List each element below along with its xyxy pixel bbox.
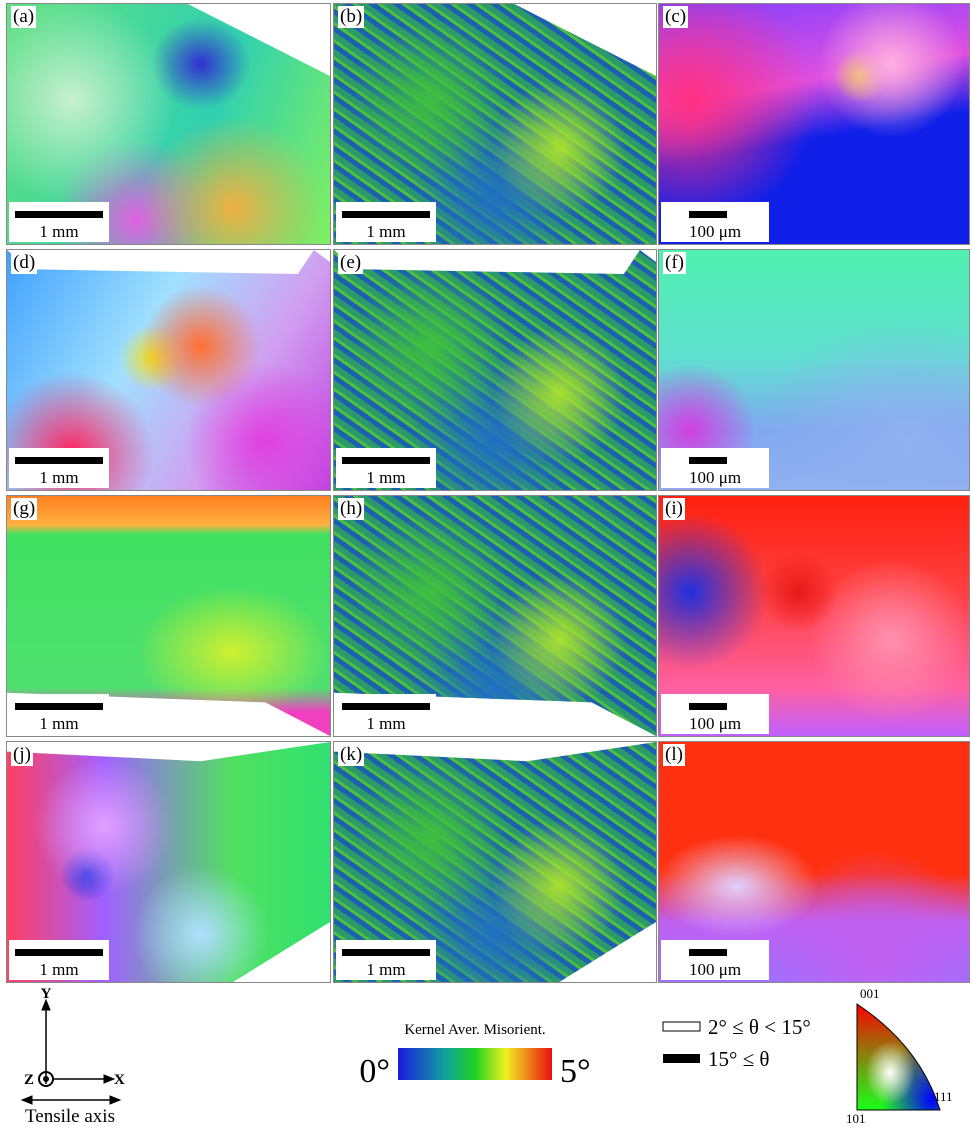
kam-min: 0°	[359, 1053, 390, 1090]
map-panel: (a) 1 mm	[6, 3, 331, 245]
kam-title: Kernel Aver. Misorient.	[404, 1022, 545, 1038]
scale-bar: 1 mm	[9, 448, 109, 488]
map-panel: (j) 1 mm	[6, 741, 331, 983]
axes-diagram	[20, 998, 122, 1105]
axes-caption: Tensile axis	[25, 1106, 115, 1126]
panel-label: (e)	[338, 252, 364, 274]
map-panel: (l) 100 μm	[658, 741, 970, 983]
scale-bar-line	[15, 703, 103, 710]
axis-x-label: X	[114, 1072, 125, 1088]
scale-bar-label: 1 mm	[366, 468, 406, 487]
map-panel: (d) 1 mm	[6, 249, 331, 491]
map-panel: (b) 1 mm	[333, 3, 657, 245]
map-panel: (k) 1 mm	[333, 741, 657, 983]
scale-bar: 1 mm	[336, 694, 436, 734]
scale-bar-line	[15, 457, 103, 464]
kam-colorbar	[398, 1048, 552, 1080]
panel-label: (c)	[663, 6, 689, 28]
scale-bar-line	[342, 457, 430, 464]
scale-bar-label: 1 mm	[39, 222, 79, 241]
scale-bar: 100 μm	[661, 202, 769, 242]
map-panel: (c) 100 μm	[658, 3, 970, 245]
panel-label: (g)	[11, 498, 38, 520]
kam-max: 5°	[560, 1053, 591, 1090]
scale-bar-label: 100 μm	[688, 468, 742, 487]
panel-label: (i)	[663, 498, 685, 520]
panel-label: (j)	[11, 744, 33, 766]
panel-label: (l)	[663, 744, 685, 766]
scale-bar: 100 μm	[661, 940, 769, 980]
scale-bar-line	[342, 211, 430, 218]
scale-bar-label: 1 mm	[39, 468, 79, 487]
scale-bar-label: 100 μm	[688, 714, 742, 733]
panel-label: (b)	[338, 6, 365, 28]
scale-bar: 1 mm	[336, 940, 436, 980]
boundary-label: 15° ≤ θ	[708, 1047, 769, 1071]
scale-bar-label: 1 mm	[366, 222, 406, 241]
scale-bar-line	[689, 457, 727, 464]
scale-bar: 100 μm	[661, 448, 769, 488]
scale-bar-line	[15, 211, 103, 218]
scale-bar-line	[689, 211, 727, 218]
map-panel: (e) 1 mm	[333, 249, 657, 491]
map-panel: (g) 1 mm	[6, 495, 331, 737]
scale-bar-line	[342, 949, 430, 956]
scale-bar-label: 100 μm	[688, 960, 742, 979]
scale-bar: 1 mm	[336, 448, 436, 488]
boundary-label: 2° ≤ θ < 15°	[708, 1015, 811, 1039]
scale-bar-line	[689, 703, 727, 710]
legend: Y Z X Tensile axis Kernel Aver. Misorien…	[20, 986, 953, 1126]
low-angle-swatch	[662, 1021, 701, 1032]
scale-bar-line	[342, 703, 430, 710]
panel-label: (d)	[11, 252, 38, 274]
scale-bar: 1 mm	[9, 940, 109, 980]
panel-label: (a)	[11, 6, 37, 28]
scale-bar: 1 mm	[9, 202, 109, 242]
high-angle-swatch	[663, 1054, 700, 1063]
scale-bar-label: 1 mm	[39, 714, 79, 733]
scale-bar-label: 100 μm	[688, 222, 742, 241]
ipf-label: 101	[846, 1111, 866, 1126]
ipf-label: 001	[860, 986, 880, 1001]
scale-bar-label: 1 mm	[366, 714, 406, 733]
panel-label: (k)	[338, 744, 365, 766]
scale-bar: 1 mm	[336, 202, 436, 242]
ipf-triangle	[856, 1003, 941, 1111]
scale-bar-label: 1 mm	[39, 960, 79, 979]
map-panel: (h) 1 mm	[333, 495, 657, 737]
scale-bar-label: 1 mm	[366, 960, 406, 979]
scale-bar: 1 mm	[9, 694, 109, 734]
scale-bar-line	[15, 949, 103, 956]
map-panel: (f) 100 μm	[658, 249, 970, 491]
ipf-label: 111	[934, 1089, 953, 1104]
axis-z-label: Z	[24, 1072, 34, 1088]
panel-label: (f)	[663, 252, 686, 274]
panel-label: (h)	[338, 498, 365, 520]
axis-y-label: Y	[41, 986, 52, 1002]
scale-bar-line	[689, 949, 727, 956]
scale-bar: 100 μm	[661, 694, 769, 734]
map-panel: (i) 100 μm	[658, 495, 970, 737]
